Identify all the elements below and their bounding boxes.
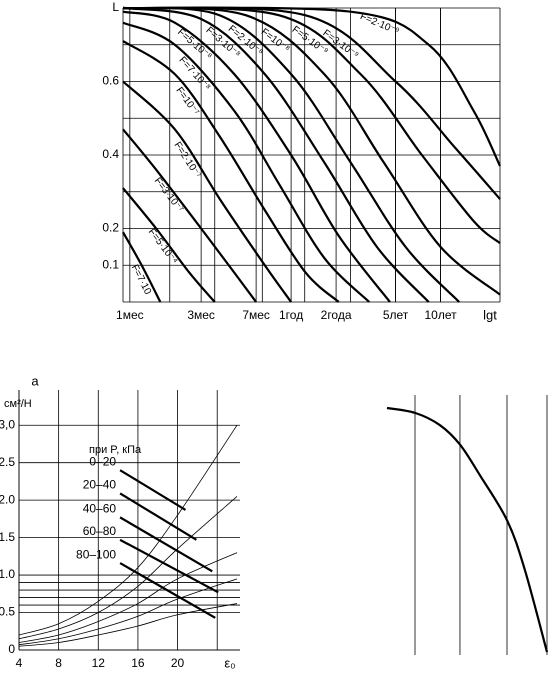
curve xyxy=(122,40,340,303)
y-tick-label: 2.0 xyxy=(0,492,15,506)
curve xyxy=(18,424,238,636)
curve-label: F=5·10⁻⁴ xyxy=(146,227,180,267)
legend-label: 40–60 xyxy=(83,502,117,516)
curve xyxy=(122,80,292,303)
x-tick-label: 8 xyxy=(55,656,62,670)
curve xyxy=(122,231,162,303)
x-axis-label: lgt xyxy=(483,307,497,322)
x-tick-label: 1мес xyxy=(116,308,144,322)
legend-label: 80–100 xyxy=(76,547,116,561)
x-tick-label: 4 xyxy=(16,656,23,670)
curve xyxy=(122,6,460,303)
curve xyxy=(18,603,238,647)
curve xyxy=(386,406,549,653)
x-tick-label: 3мес xyxy=(187,308,215,322)
x-tick-label: 16 xyxy=(131,656,145,670)
legend-label: 60–80 xyxy=(83,524,117,538)
x-tick-label: 12 xyxy=(92,656,106,670)
legend-label: 20–40 xyxy=(83,478,117,492)
y-tick-label: 0.4 xyxy=(102,147,119,161)
curve xyxy=(122,6,501,296)
legend-label: 0–20 xyxy=(89,454,116,468)
y-tick-label: 3,0 xyxy=(0,417,15,431)
curve xyxy=(18,552,238,643)
curve xyxy=(122,187,216,303)
y-tick-label: 0.5 xyxy=(0,605,15,619)
x-tick-label: 2года xyxy=(321,308,352,322)
curve xyxy=(119,538,219,594)
x-tick-label: 7мес xyxy=(242,308,270,322)
x-axis-label: ε₀ xyxy=(224,655,235,670)
curve xyxy=(18,578,238,646)
y-axis-label: a xyxy=(31,373,39,388)
y-tick-label: 0.1 xyxy=(102,257,119,271)
curve xyxy=(119,492,197,541)
curve-label: F=2·10⁻⁹ xyxy=(358,11,401,37)
curve xyxy=(119,516,213,573)
y-tick-label: 0.6 xyxy=(102,74,119,88)
x-tick-label: 20 xyxy=(171,656,185,670)
y-tick-label: 2.5 xyxy=(0,455,15,469)
curve xyxy=(122,6,501,245)
y-axis-unit: см²/Н xyxy=(4,398,32,410)
curve xyxy=(122,21,371,303)
curve xyxy=(122,10,391,303)
curve xyxy=(122,128,258,303)
y-tick-label: 0 xyxy=(8,642,15,656)
y-tick-label: 1.5 xyxy=(0,530,15,544)
curve xyxy=(119,469,187,511)
legend-title: при P, кПа xyxy=(89,444,142,456)
y-tick-label: 1.0 xyxy=(0,567,15,581)
y-tick-label: L xyxy=(112,0,119,14)
x-tick-label: 5лет xyxy=(383,308,409,322)
curve xyxy=(122,6,430,303)
y-tick-label: 0.2 xyxy=(102,221,119,235)
curve xyxy=(18,496,238,640)
x-tick-label: 10лет xyxy=(424,308,457,322)
curve xyxy=(119,562,216,619)
x-tick-label: 1год xyxy=(279,308,303,322)
curve-label: F=3·10⁻⁷ xyxy=(152,176,186,215)
curve xyxy=(122,6,501,167)
